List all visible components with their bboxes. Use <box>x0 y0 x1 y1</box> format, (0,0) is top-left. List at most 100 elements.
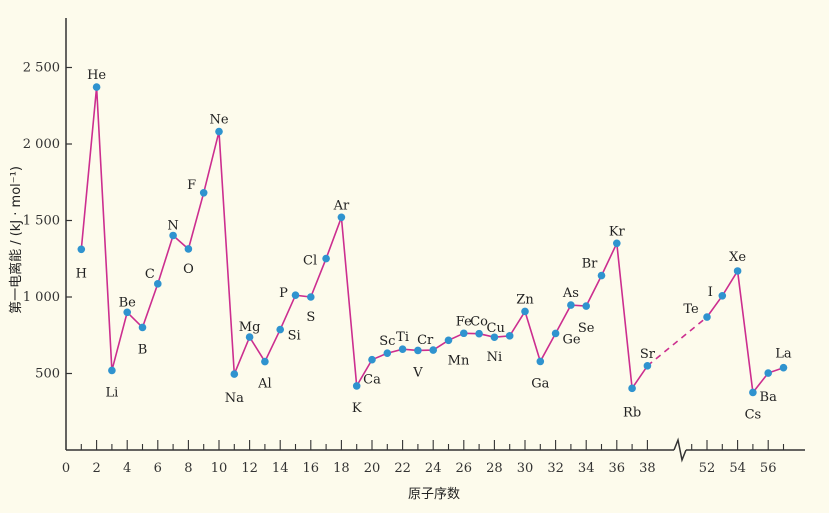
data-point <box>77 245 86 254</box>
data-point <box>230 370 239 378</box>
data-point <box>337 213 346 222</box>
element-label: Ca <box>363 373 381 388</box>
data-point <box>261 357 269 366</box>
data-point <box>429 346 438 354</box>
y-tick-label: 1 500 <box>23 214 60 229</box>
element-label: Ga <box>531 376 549 391</box>
element-label: Ni <box>487 350 503 365</box>
element-label: Kr <box>609 224 626 239</box>
element-label: Ti <box>396 330 409 345</box>
data-point <box>749 388 757 397</box>
data-point <box>138 323 147 332</box>
x-tick-label: 0 <box>62 461 70 476</box>
data-point <box>92 83 101 91</box>
data-point <box>184 245 193 253</box>
data-point <box>764 369 772 377</box>
y-tick-label: 500 <box>35 367 60 382</box>
data-point <box>276 325 285 334</box>
data-point <box>551 329 560 338</box>
data-point <box>718 291 727 300</box>
data-point <box>123 308 131 317</box>
x-tick-label: 10 <box>211 461 228 476</box>
data-point <box>154 280 162 288</box>
data-point <box>643 362 652 370</box>
x-tick-label: 28 <box>486 461 503 476</box>
data-point <box>490 333 499 342</box>
x-tick-label: 4 <box>123 461 131 476</box>
element-label: Ba <box>760 390 778 405</box>
data-point <box>398 345 407 353</box>
x-tick-label: 56 <box>760 461 777 476</box>
data-point <box>521 307 529 316</box>
element-label: Co <box>470 315 488 330</box>
x-tick-label: 36 <box>609 461 626 476</box>
element-label: Al <box>257 377 272 392</box>
x-tick-label: 16 <box>303 461 320 476</box>
data-point <box>383 349 392 357</box>
element-label: O <box>183 262 194 277</box>
element-label: Mg <box>239 320 261 335</box>
element-label: H <box>76 266 87 281</box>
data-point <box>322 254 330 263</box>
data-point <box>703 313 711 321</box>
element-label: Br <box>582 257 599 272</box>
element-label: C <box>145 267 155 282</box>
element-label: He <box>87 68 106 83</box>
data-point <box>368 355 376 364</box>
x-tick-label: 30 <box>517 461 534 476</box>
x-tick-label: 54 <box>729 461 746 476</box>
element-label: N <box>167 218 178 233</box>
element-label: La <box>775 347 792 362</box>
data-point <box>245 333 254 341</box>
y-tick-label: 2 000 <box>23 137 60 152</box>
element-label: Ar <box>333 198 350 213</box>
element-label: Cr <box>417 333 434 348</box>
data-point <box>215 127 223 136</box>
element-label: S <box>306 310 315 325</box>
data-point <box>597 271 606 280</box>
series-line <box>706 268 784 395</box>
x-tick-label: 18 <box>333 461 350 476</box>
element-label: Ge <box>563 332 581 347</box>
element-label: K <box>352 401 362 416</box>
data-point <box>505 332 514 340</box>
data-point <box>733 267 742 275</box>
data-point <box>444 336 453 345</box>
element-label: Mn <box>448 353 470 368</box>
element-label: V <box>412 365 423 380</box>
data-point <box>613 239 621 248</box>
x-tick-label: 22 <box>394 461 411 476</box>
x-tick-label: 26 <box>456 461 473 476</box>
element-label: Sr <box>640 347 656 362</box>
element-label: Rb <box>623 405 641 420</box>
x-tick-label: 2 <box>92 461 100 476</box>
data-point <box>460 329 468 338</box>
x-tick-label: 52 <box>699 461 716 476</box>
element-label: Cl <box>303 254 317 269</box>
x-tick-label: 12 <box>241 461 258 476</box>
element-label: Ne <box>209 113 228 128</box>
element-label: Be <box>119 295 137 310</box>
data-point <box>536 357 545 366</box>
element-label: P <box>279 286 288 301</box>
data-point <box>169 231 177 240</box>
y-tick-label: 1 000 <box>23 290 60 305</box>
x-tick-label: 6 <box>154 461 162 476</box>
element-label: Se <box>578 321 595 336</box>
data-point <box>352 382 361 390</box>
x-tick-label: 38 <box>639 461 656 476</box>
data-point <box>291 291 300 299</box>
data-point <box>199 189 208 197</box>
x-axis-title: 原子序数 <box>408 487 460 502</box>
element-label: Si <box>288 329 301 344</box>
data-point <box>628 384 636 393</box>
data-point <box>779 363 788 372</box>
data-point <box>567 301 575 309</box>
element-label: B <box>138 342 148 357</box>
element-label: I <box>708 285 713 300</box>
x-tick-label: 32 <box>547 461 564 476</box>
y-tick-label: 2 500 <box>23 61 60 76</box>
x-axis <box>66 437 805 463</box>
data-point <box>475 329 483 338</box>
element-label: Li <box>106 385 119 400</box>
